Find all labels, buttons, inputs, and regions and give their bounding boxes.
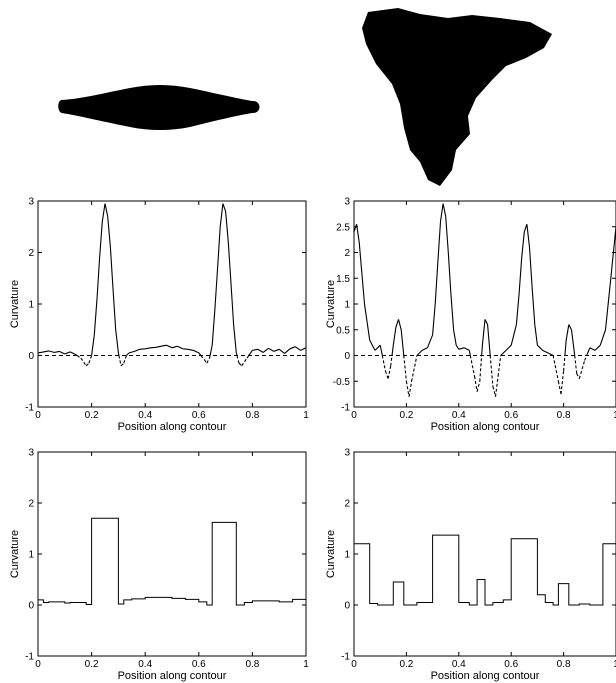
y-tick-label: 2 — [28, 248, 34, 259]
x-tick-label: 0 — [35, 659, 41, 670]
y-tick-label: 3 — [28, 197, 34, 208]
y-tick-label: 0 — [28, 351, 34, 362]
series-line-negative — [381, 355, 588, 397]
x-axis-label: Position along contour — [431, 421, 540, 433]
x-tick-label: 0.4 — [452, 410, 466, 421]
y-axis-label: Curvature — [9, 530, 21, 578]
plot-frame — [37, 451, 307, 657]
x-tick-label: 0 — [351, 659, 357, 670]
y-tick-label: 1.5 — [336, 274, 350, 285]
x-tick-label: 0.2 — [399, 659, 413, 670]
x-axis-label: Position along contour — [118, 421, 227, 433]
y-tick-label: 0 — [28, 601, 34, 612]
y-tick-label: -1 — [341, 403, 350, 414]
y-tick-label: 1 — [344, 550, 350, 561]
left-shape-silhouette — [58, 85, 260, 130]
x-tick-label: 0 — [351, 410, 357, 421]
series-line — [354, 534, 616, 606]
y-tick-label: 0 — [344, 601, 350, 612]
y-axis-label: Curvature — [325, 530, 337, 578]
x-tick-label: 1 — [303, 410, 309, 421]
series-line-negative — [76, 355, 250, 367]
x-tick-label: 0.4 — [138, 659, 152, 670]
plot-frame — [353, 451, 616, 657]
x-tick-label: 0.6 — [504, 410, 518, 421]
y-tick-label: 3 — [344, 448, 350, 459]
x-tick-label: 0.8 — [557, 410, 571, 421]
x-tick-label: 1 — [303, 659, 309, 670]
y-tick-label: 3 — [344, 197, 350, 208]
chart-top-right: 0 0.2 0.4 0.6 0.8 1 -1 -0.5 0 0.5 1 1.5 2 2.5 3 Positio… — [325, 197, 616, 433]
x-tick-label: 0.4 — [138, 410, 152, 421]
x-tick-label: 0.8 — [245, 659, 259, 670]
y-tick-label: 1 — [28, 550, 34, 561]
series-line-positive — [353, 203, 616, 356]
x-tick-label: 0.8 — [557, 659, 571, 670]
y-axis-label: Curvature — [9, 280, 21, 328]
x-tick-label: 1 — [613, 659, 616, 670]
y-tick-label: 1 — [344, 300, 350, 311]
y-tick-label: 2 — [344, 499, 350, 510]
x-tick-label: 0.6 — [192, 659, 206, 670]
series-line-positive — [37, 203, 307, 356]
right-shape-silhouette — [362, 8, 552, 186]
y-tick-label: -1 — [25, 652, 34, 663]
x-axis-label: Position along contour — [118, 670, 227, 682]
y-tick-label: 0.5 — [336, 325, 350, 336]
x-tick-label: 0.2 — [85, 410, 99, 421]
x-tick-label: 0.2 — [85, 659, 99, 670]
y-tick-label: 1 — [28, 300, 34, 311]
silhouettes — [58, 8, 552, 186]
x-tick-label: 0.6 — [192, 410, 206, 421]
x-axis-label: Position along contour — [431, 670, 540, 682]
y-tick-label: 2 — [28, 499, 34, 510]
plot-frame — [353, 200, 616, 408]
x-tick-label: 1 — [613, 410, 616, 421]
y-tick-label: -1 — [25, 403, 34, 414]
x-tick-label: 0.4 — [452, 659, 466, 670]
y-tick-label: 0 — [344, 351, 350, 362]
y-tick-label: -0.5 — [333, 377, 351, 388]
x-tick-label: 0.2 — [399, 410, 413, 421]
x-tick-label: 0.8 — [245, 410, 259, 421]
y-tick-label: 2.5 — [336, 222, 350, 233]
y-axis-label: Curvature — [325, 280, 337, 328]
y-tick-label: 3 — [28, 448, 34, 459]
y-tick-label: 2 — [344, 248, 350, 259]
y-tick-label: -1 — [341, 652, 350, 663]
plot-frame — [37, 200, 307, 408]
series-line — [38, 517, 306, 606]
x-tick-label: 0.6 — [504, 659, 518, 670]
x-tick-label: 0 — [35, 410, 41, 421]
